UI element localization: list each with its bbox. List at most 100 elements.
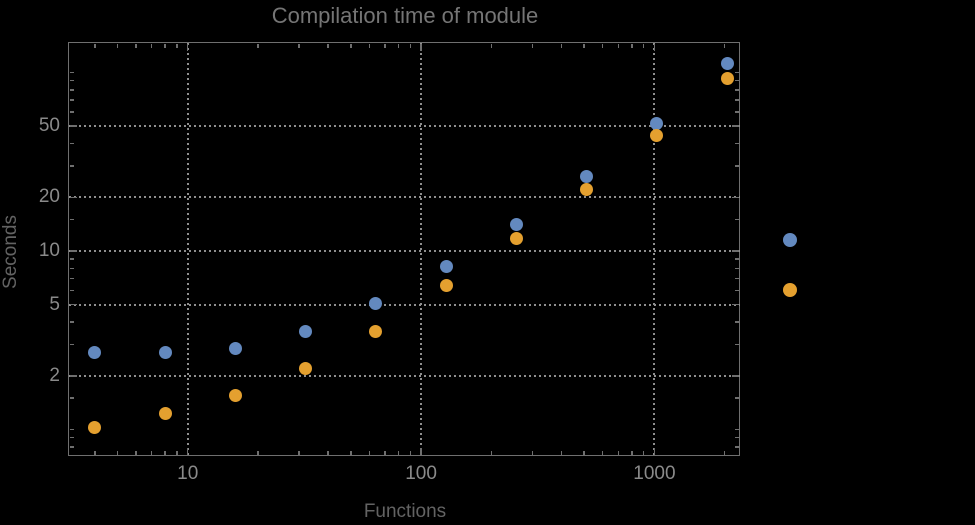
x-tick: [94, 43, 96, 48]
data-point-series-1-blue: [650, 116, 664, 130]
y-tick: [735, 71, 739, 74]
x-tick: [298, 43, 300, 48]
y-tick: [735, 267, 739, 270]
x-tick-label: 10: [177, 463, 199, 484]
x-tick: [642, 451, 645, 455]
y-tick: [70, 165, 74, 167]
h-gridline: [69, 250, 740, 252]
y-tick-label: 5: [49, 293, 60, 315]
y-tick: [732, 125, 739, 127]
data-point-series-2-orange: [228, 389, 242, 403]
y-tick: [70, 343, 74, 346]
y-tick: [735, 99, 739, 101]
x-tick: [116, 43, 119, 48]
x-tick: [490, 451, 493, 455]
x-tick: [368, 451, 371, 455]
y-tick: [735, 111, 739, 113]
y-tick: [70, 436, 74, 439]
h-gridline: [69, 374, 740, 377]
data-point-series-2-orange: [720, 72, 734, 86]
y-tick-label: 50: [38, 115, 60, 137]
x-tick: [186, 448, 189, 455]
x-tick-label: 100: [405, 463, 437, 484]
x-tick: [368, 43, 371, 48]
y-tick: [70, 289, 74, 292]
y-tick: [70, 218, 74, 221]
h-gridline: [69, 196, 740, 199]
x-tick: [397, 451, 400, 455]
x-tick: [583, 43, 585, 48]
x-tick: [653, 43, 656, 51]
v-gridline: [186, 42, 189, 456]
y-tick: [735, 79, 739, 82]
h-gridline: [69, 303, 740, 306]
x-tick: [583, 451, 585, 455]
y-tick: [70, 250, 77, 252]
x-tick: [617, 451, 619, 455]
y-tick: [735, 277, 739, 280]
x-tick: [723, 451, 726, 455]
y-tick: [70, 125, 77, 127]
x-tick: [384, 43, 386, 48]
y-tick: [735, 343, 739, 346]
x-tick: [135, 451, 137, 455]
y-tick: [732, 196, 739, 199]
x-tick: [420, 448, 422, 455]
x-tick: [150, 43, 153, 48]
x-tick: [409, 451, 412, 455]
x-tick: [490, 43, 493, 48]
x-tick: [257, 451, 259, 455]
x-tick: [384, 451, 386, 455]
y-tick: [70, 71, 74, 74]
y-tick-label: 10: [38, 240, 60, 261]
y-tick: [70, 267, 74, 270]
x-tick: [653, 448, 656, 455]
y-tick: [70, 258, 74, 260]
y-tick: [735, 397, 739, 399]
y-tick: [735, 218, 739, 221]
y-tick: [735, 258, 739, 260]
data-point-series-1-blue: [88, 346, 102, 359]
x-tick: [186, 43, 189, 51]
plot-frame: [68, 42, 740, 456]
y-tick: [70, 397, 74, 399]
x-tick: [531, 451, 534, 455]
y-tick: [70, 111, 74, 113]
y-tick-label: 20: [38, 186, 60, 208]
x-tick: [617, 43, 619, 48]
x-tick: [531, 43, 534, 48]
x-tick: [723, 43, 726, 48]
data-point-series-1-blue: [228, 341, 242, 355]
y-tick-label: 2: [49, 364, 60, 386]
y-tick: [735, 428, 739, 431]
data-point-series-2-orange: [580, 182, 594, 196]
x-tick: [94, 451, 96, 455]
x-tick: [257, 43, 259, 48]
y-tick: [735, 321, 739, 323]
x-tick: [164, 43, 166, 48]
data-point-series-2-orange: [299, 361, 313, 375]
legend-marker-series-1-blue: [783, 233, 797, 247]
y-tick: [735, 89, 739, 91]
y-tick: [70, 99, 74, 101]
y-tick: [70, 79, 74, 82]
y-tick: [70, 196, 77, 199]
x-tick: [176, 43, 178, 48]
y-tick: [70, 142, 74, 145]
y-tick: [732, 303, 739, 306]
x-tick: [135, 43, 137, 48]
x-tick: [350, 43, 352, 48]
y-tick: [732, 250, 739, 252]
y-tick: [732, 375, 739, 377]
x-tick: [397, 43, 400, 48]
x-tick: [560, 43, 563, 48]
y-tick: [70, 89, 74, 91]
data-point-series-2-orange: [650, 128, 664, 142]
y-tick: [735, 446, 739, 448]
data-point-series-2-orange: [158, 406, 172, 420]
y-tick: [70, 446, 74, 448]
x-tick: [350, 451, 352, 455]
data-point-series-2-orange: [369, 324, 383, 338]
y-tick: [70, 303, 77, 306]
